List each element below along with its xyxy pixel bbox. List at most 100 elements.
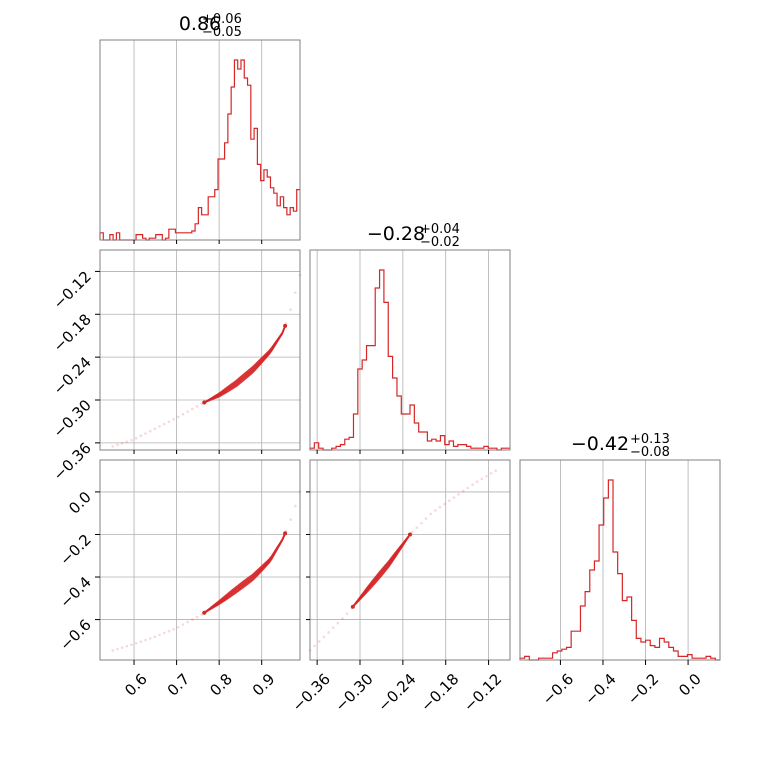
ytick-label-2-0: −0.6: [56, 616, 94, 654]
xtick-label-1-2: −0.24: [374, 670, 419, 715]
scatter-point-p2_vs_p0-3: [125, 644, 129, 648]
title-param-0: 0.86: [179, 13, 221, 35]
scatter-point-p2_vs_p1-30: [447, 499, 451, 503]
scatter-point-p2_vs_p1-4: [327, 631, 330, 634]
scatter-point-p2_vs_p0-11: [162, 631, 166, 635]
panel-frame-0-0: [99, 39, 301, 241]
contour-cap-p2_vs_p0-0: [202, 610, 207, 615]
scatter-point-p1_vs_p0-11: [162, 422, 166, 426]
scatter-point-p2_vs_p0-13: [172, 627, 175, 631]
frames-layer: [99, 39, 721, 661]
scatter-point-p2_vs_p1-29: [443, 502, 446, 506]
ytick-label-1-3: −0.18: [50, 310, 95, 355]
contour-p2_vs_p0-4: [203, 533, 286, 614]
scatter-point-p2_vs_p1-34: [466, 486, 470, 490]
scatter-point-p2_vs_p0-0: [111, 649, 115, 652]
scatter-point-p1_vs_p0-16: [186, 410, 189, 413]
data-layer: [99, 59, 720, 661]
scatter-point-p2_vs_p1-27: [434, 509, 437, 512]
scatter-point-p2_vs_p0-8: [148, 637, 152, 640]
title-value-2: −0.42: [571, 433, 629, 455]
scatter-point-p1_vs_p0-38: [289, 308, 292, 311]
contour-cap-p1_vs_p0-0: [202, 400, 207, 405]
histogram-0: [99, 59, 300, 241]
panel-frame-2-2: [519, 459, 721, 661]
contour-cap-p2_vs_p1-0: [350, 604, 355, 609]
contour-p1_vs_p0-3: [203, 325, 286, 404]
scatter-point-p1_vs_p0-9: [153, 427, 157, 431]
scatter-point-p1_vs_p0-18: [195, 405, 199, 408]
panel-frame-1-0: [99, 249, 301, 451]
ytick-label-1-0: −0.36: [50, 439, 95, 484]
xtick-label-0-3: 0.9: [249, 670, 279, 700]
scatter-point-p2_vs_p0-14: [177, 625, 180, 629]
scatter-point-p2_vs_p1-2: [317, 640, 321, 643]
panel-frame-2-1: [309, 459, 511, 661]
scatter-point-p2_vs_p0-6: [139, 640, 143, 643]
panel-frame-1-1: [309, 249, 511, 451]
contour-p2_vs_p1-4: [352, 534, 411, 608]
scatter-point-p1_vs_p0-1: [116, 443, 119, 447]
scatter-point-p2_vs_p0-9: [153, 635, 157, 639]
xtick-label-0-0: 0.6: [121, 670, 151, 700]
contour-p2_vs_p0-1: [203, 533, 286, 614]
xtick-label-2-3: 0.0: [675, 670, 705, 700]
scatter-point-p2_vs_p1-24: [420, 521, 423, 525]
title-value-1: −0.28: [367, 223, 425, 245]
title-value-0: 0.86: [179, 13, 221, 35]
panel-frame-2-0: [99, 459, 301, 661]
scatter-point-p1_vs_p0-15: [181, 412, 185, 416]
contour-cap-p1_vs_p0-1: [283, 323, 288, 328]
contour-p1_vs_p0-0: [203, 325, 286, 404]
xtick-label-1-3: −0.18: [417, 670, 462, 715]
scatter-point-p2_vs_p0-39: [294, 504, 297, 508]
scatter-point-p1_vs_p0-6: [139, 434, 143, 438]
ytick-label-1-4: −0.12: [50, 268, 95, 313]
title-param-1: −0.28: [367, 223, 425, 245]
scatter-point-p1_vs_p0-19: [200, 402, 203, 406]
scatter-point-p2_vs_p0-1: [116, 647, 119, 651]
title-plus-0: +0.06: [202, 12, 242, 27]
scatter-point-p2_vs_p1-7: [341, 617, 344, 620]
scatter-point-p2_vs_p0-5: [134, 642, 138, 645]
scatter-point-p2_vs_p0-12: [167, 629, 171, 633]
xtick-label-2-0: −0.6: [539, 670, 577, 708]
scatter-point-p1_vs_p0-13: [172, 418, 175, 421]
xtick-label-2-1: −0.4: [581, 670, 619, 708]
ytick-label-1-2: −0.24: [50, 353, 95, 398]
scatter-point-p2_vs_p1-36: [475, 480, 479, 484]
scatter-point-p2_vs_p1-23: [415, 526, 419, 530]
scatter-point-p1_vs_p0-39: [294, 291, 297, 294]
scatter-point-p2_vs_p0-18: [195, 615, 199, 619]
scatter-point-p2_vs_p0-7: [144, 638, 147, 642]
title-minus-1: −0.02: [420, 235, 460, 250]
scatter-point-p2_vs_p1-8: [345, 612, 349, 615]
scatter-point-p2_vs_p1-40: [494, 469, 498, 472]
scatter-point-p2_vs_p1-39: [489, 472, 493, 475]
scatter-point-p2_vs_p1-5: [331, 626, 335, 630]
scatter-point-p1_vs_p0-0: [111, 445, 115, 448]
scatter-point-p1_vs_p0-10: [158, 425, 161, 428]
scatter-point-p2_vs_p0-16: [186, 620, 189, 624]
ytick-label-2-1: −0.4: [56, 573, 94, 611]
scatter-point-p2_vs_p1-6: [336, 621, 340, 625]
title-minus-2: −0.08: [630, 445, 670, 460]
title-plus-2: +0.13: [630, 432, 670, 447]
scatter-point-p1_vs_p0-12: [167, 420, 171, 424]
contour-p1_vs_p0-4: [203, 325, 286, 404]
histogram-2: [519, 479, 720, 661]
scatter-point-p2_vs_p1-22: [410, 531, 414, 534]
gridlines-layer: [100, 40, 689, 660]
scatter-point-p2_vs_p0-15: [181, 623, 185, 626]
scatter-point-p2_vs_p0-38: [289, 518, 292, 521]
ticks-layer: 0.6 0.7 0.8 0.9 −0.36−0.30−0.24−0.18−0.12 −0.…: [50, 240, 705, 715]
scatter-point-p1_vs_p0-3: [125, 440, 129, 444]
scatter-point-p1_vs_p0-17: [191, 407, 194, 411]
scatter-point-p2_vs_p1-38: [485, 474, 488, 478]
title-plus-1: +0.04: [420, 222, 460, 237]
histogram-1: [309, 269, 510, 451]
scatter-point-p2_vs_p1-33: [461, 489, 465, 493]
scatter-point-p2_vs_p1-35: [471, 483, 474, 486]
scatter-point-p2_vs_p1-3: [322, 635, 326, 639]
